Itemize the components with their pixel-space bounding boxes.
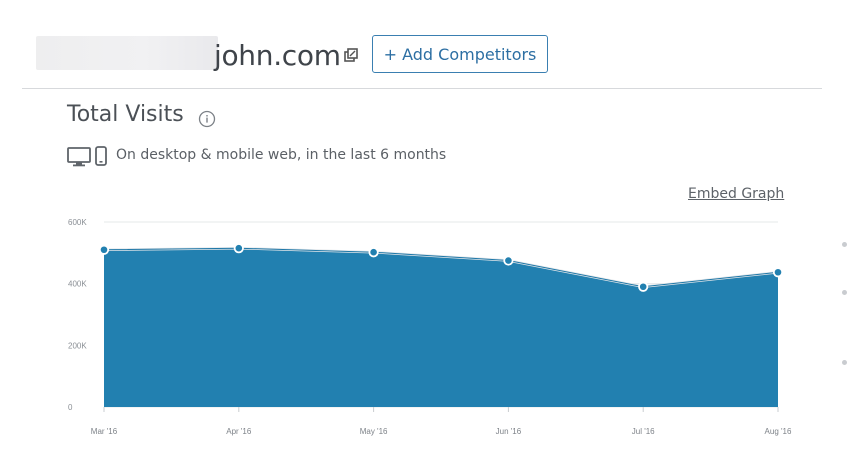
data-point [503,255,514,266]
data-point [772,267,784,278]
mobile-icon [95,146,107,166]
data-point [368,247,379,258]
embed-graph-link[interactable]: Embed Graph [688,186,785,202]
device-icons [67,146,107,167]
header-divider [22,88,822,89]
x-tick-label: Jun '16 [496,427,522,436]
x-tick-label: Jul '16 [632,427,655,436]
x-tick-label: Apr '16 [226,427,252,436]
data-point [638,281,649,292]
series-line [103,247,779,288]
y-tick-label: 0 [68,403,73,412]
area-fill [104,248,778,407]
y-tick-label: 200K [68,341,87,350]
external-link-icon[interactable] [344,48,358,62]
data-point [98,244,110,255]
y-tick-label: 600K [68,218,87,227]
add-competitors-button[interactable]: + Add Competitors [372,35,548,73]
site-name: john.com [214,39,341,72]
header-bar: john.com + Add Competitors [0,0,850,90]
widget-title: Total Visits [67,102,184,127]
widget-subtitle: On desktop & mobile web, in the last 6 m… [116,147,447,163]
x-tick-label: Mar '16 [91,427,118,436]
info-icon[interactable] [198,110,216,128]
data-point [233,243,244,254]
redacted-site-prefix [36,36,218,70]
right-edge-artifact [836,140,850,440]
y-tick-label: 400K [68,280,87,289]
desktop-icon [67,147,91,167]
x-tick-label: May '16 [360,427,388,436]
x-tick-label: Aug '16 [765,427,792,436]
total-visits-chart: 0 200K 400K 600K Mar '16 Apr '16 May '16 Jun '1… [68,218,792,436]
